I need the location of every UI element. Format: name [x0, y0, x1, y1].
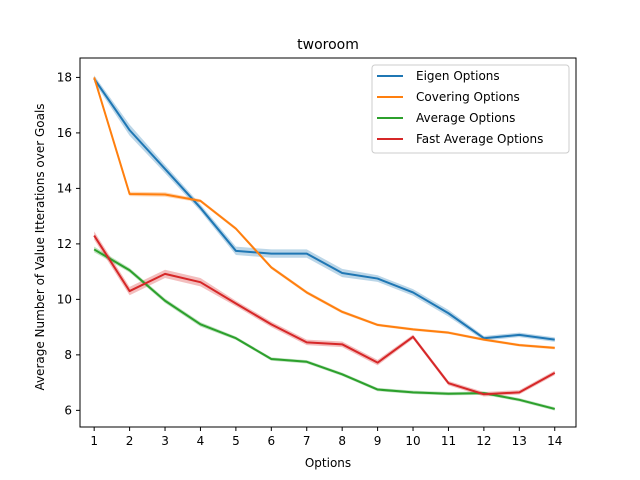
x-tick-label: 13 — [512, 434, 527, 448]
x-axis-label: Options — [305, 456, 351, 470]
x-tick-label: 8 — [338, 434, 346, 448]
x-tick-label: 2 — [126, 434, 134, 448]
y-tick-label: 10 — [57, 292, 72, 306]
x-tick-label: 3 — [161, 434, 169, 448]
x-axis-ticks: 1 2 3 4 5 6 7 8 9 10 11 12 13 14 — [90, 427, 562, 448]
y-tick-label: 14 — [57, 181, 72, 195]
x-tick-label: 10 — [405, 434, 420, 448]
y-tick-label: 16 — [57, 126, 72, 140]
x-tick-label: 9 — [374, 434, 382, 448]
legend-entry-1: Covering Options — [416, 90, 520, 104]
line-series-1 — [93, 77, 555, 349]
x-tick-label: 7 — [303, 434, 311, 448]
line-series-0 — [93, 78, 555, 341]
y-axis-label: Average Number of Value Itterations over… — [33, 103, 47, 390]
x-tick-label: 12 — [476, 434, 491, 448]
x-tick-label: 14 — [547, 434, 562, 448]
series-lines — [93, 77, 556, 410]
y-tick-label: 18 — [57, 70, 72, 84]
line-series-3 — [93, 235, 556, 396]
x-tick-label: 4 — [197, 434, 205, 448]
x-tick-label: 5 — [232, 434, 240, 448]
chart-title: tworoom — [297, 37, 359, 53]
y-tick-label: 8 — [64, 348, 72, 362]
legend: Eigen Options Covering Options Average Opt… — [371, 64, 570, 154]
x-tick-label: 11 — [441, 434, 456, 448]
legend-entry-3: Fast Average Options — [416, 132, 543, 146]
y-tick-label: 12 — [57, 237, 72, 251]
legend-entry-0: Eigen Options — [416, 69, 500, 83]
x-tick-label: 6 — [267, 434, 275, 448]
legend-box — [371, 64, 570, 154]
y-axis-ticks: 6 8 10 12 14 16 18 — [57, 70, 80, 417]
plot-area-frame — [79, 57, 577, 428]
y-tick-label: 6 — [64, 403, 72, 417]
x-tick-label: 1 — [90, 434, 98, 448]
legend-entry-2: Average Options — [416, 111, 515, 125]
